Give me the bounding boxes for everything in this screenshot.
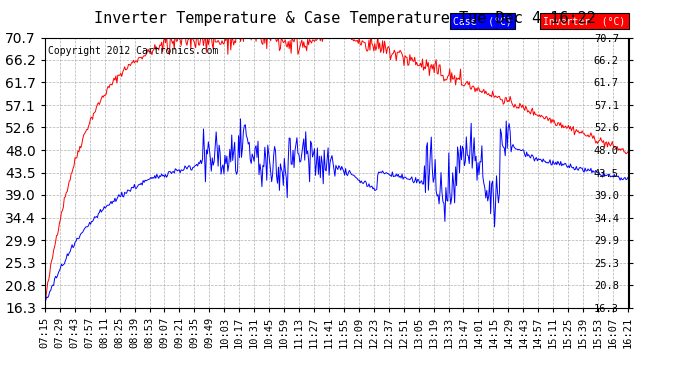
Text: Inverter Temperature & Case Temperature Tue Dec 4 16:22: Inverter Temperature & Case Temperature … — [94, 11, 596, 26]
Text: Case  (°C): Case (°C) — [453, 16, 512, 26]
Text: Copyright 2012 Cartronics.com: Copyright 2012 Cartronics.com — [48, 46, 218, 56]
Text: Inverter  (°C): Inverter (°C) — [543, 16, 626, 26]
